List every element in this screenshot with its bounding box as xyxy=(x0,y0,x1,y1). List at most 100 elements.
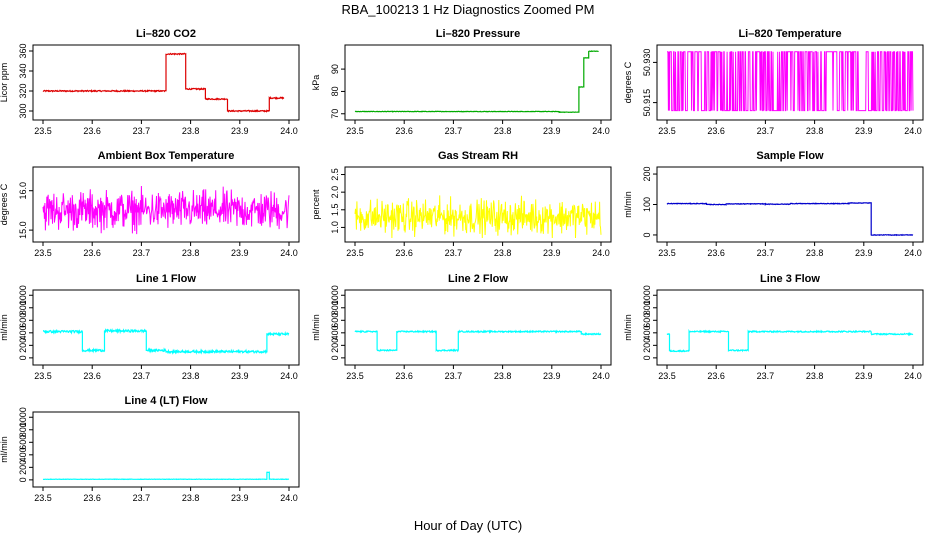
x-tick-label: 23.5 xyxy=(34,493,52,503)
panel-title: Sample Flow xyxy=(756,150,824,162)
y-axis-label: Licor ppm xyxy=(0,63,9,103)
panel-frame xyxy=(32,166,300,243)
series-line xyxy=(666,328,914,353)
x-tick-label: 23.8 xyxy=(182,371,200,381)
x-tick-label: 23.9 xyxy=(543,126,561,136)
x-tick-label: 24.0 xyxy=(280,493,298,503)
x-tick-label: 23.7 xyxy=(133,126,151,136)
y-axis-label: ml/min xyxy=(0,436,9,463)
y-tick-label: 16.0 xyxy=(18,182,28,200)
x-tick-label: 23.5 xyxy=(34,126,52,136)
y-tick-label: 1000 xyxy=(18,285,28,305)
x-tick-label: 23.6 xyxy=(83,493,101,503)
y-tick-label: 600 xyxy=(18,435,28,450)
panel-title: Line 1 Flow xyxy=(136,273,196,285)
y-tick-label: 15.0 xyxy=(18,221,28,239)
x-tick-label: 23.9 xyxy=(855,126,873,136)
y-tick-label: 90 xyxy=(330,64,340,74)
y-tick-label: 360 xyxy=(18,43,28,58)
y-tick-label: 600 xyxy=(642,313,652,328)
y-tick-label: 1000 xyxy=(18,407,28,427)
y-tick-label: 50.915 xyxy=(642,89,652,117)
panel-0: Li–820 CO2 Licor ppm 23.5 23.6 23.7 23.8 23.9 2… xyxy=(0,28,300,136)
x-tick-label: 23.6 xyxy=(395,248,413,258)
x-tick-label: 24.0 xyxy=(904,248,922,258)
panel-title: Line 4 (LT) Flow xyxy=(125,395,208,407)
y-tick-label: 400 xyxy=(18,325,28,340)
panel-4: Gas Stream RH percent 23.5 23.6 23.7 23.8 23.9… xyxy=(311,150,612,258)
x-tick-label: 23.5 xyxy=(34,371,52,381)
y-tick-label: 0 xyxy=(330,355,340,360)
series-line xyxy=(667,51,914,112)
x-tick-label: 23.7 xyxy=(757,371,775,381)
x-tick-label: 24.0 xyxy=(280,371,298,381)
panel-title: Line 2 Flow xyxy=(448,273,508,285)
y-tick-label: 100 xyxy=(642,197,652,212)
y-tick-label: 800 xyxy=(18,422,28,437)
y-tick-label: 70 xyxy=(330,109,340,119)
x-tick-label: 23.7 xyxy=(445,248,463,258)
y-tick-label: 0 xyxy=(18,355,28,360)
y-tick-label: 800 xyxy=(330,300,340,315)
x-axis-label: Hour of Day (UTC) xyxy=(413,518,523,533)
y-tick-label: 400 xyxy=(18,447,28,462)
x-tick-label: 23.7 xyxy=(133,248,151,258)
series-line xyxy=(42,52,285,113)
y-axis-label: ml/min xyxy=(623,191,633,218)
series-line xyxy=(354,195,602,239)
y-tick-label: 1000 xyxy=(330,285,340,305)
x-tick-label: 23.9 xyxy=(543,248,561,258)
y-axis-label: degrees C xyxy=(623,61,633,103)
x-tick-label: 23.7 xyxy=(757,248,775,258)
panel-2: Li–820 Temperature degrees C 23.5 23.6 23.7 2… xyxy=(623,28,924,136)
y-axis-label: ml/min xyxy=(311,314,321,341)
panel-6: Line 1 Flow ml/min 23.5 23.6 23.7 23.8 23.9 24.… xyxy=(0,273,300,381)
x-tick-label: 23.6 xyxy=(83,248,101,258)
panel-frame xyxy=(656,44,924,121)
y-tick-label: 600 xyxy=(330,313,340,328)
y-axis-label: kPa xyxy=(311,75,321,91)
y-axis-label: ml/min xyxy=(623,314,633,341)
x-tick-label: 23.6 xyxy=(707,371,725,381)
panel-frame xyxy=(344,166,612,243)
panel-9: Line 4 (LT) Flow ml/min 23.5 23.6 23.7 23.8 23… xyxy=(0,395,300,503)
y-axis-label: ml/min xyxy=(0,314,9,341)
x-tick-label: 23.5 xyxy=(658,126,676,136)
y-tick-label: 200 xyxy=(18,338,28,353)
x-tick-label: 23.7 xyxy=(757,126,775,136)
x-tick-label: 23.5 xyxy=(658,248,676,258)
panel-8: Line 3 Flow ml/min 23.5 23.6 23.7 23.8 23.9 24.… xyxy=(623,273,924,381)
y-tick-label: 340 xyxy=(18,63,28,78)
y-axis-label: degrees C xyxy=(0,183,9,225)
y-tick-label: 300 xyxy=(18,103,28,118)
x-tick-label: 24.0 xyxy=(592,126,610,136)
panel-title: Li–820 Temperature xyxy=(738,28,841,40)
y-tick-label: 200 xyxy=(330,338,340,353)
y-tick-label: 1.0 xyxy=(330,221,340,234)
x-tick-label: 23.5 xyxy=(346,126,364,136)
y-tick-label: 200 xyxy=(642,338,652,353)
y-tick-label: 320 xyxy=(18,83,28,98)
panel-title: Ambient Box Temperature xyxy=(98,150,235,162)
x-tick-label: 24.0 xyxy=(904,371,922,381)
x-tick-label: 23.6 xyxy=(395,126,413,136)
x-tick-label: 24.0 xyxy=(592,248,610,258)
y-axis-label: percent xyxy=(311,189,321,220)
y-tick-label: 0 xyxy=(18,477,28,482)
series-line xyxy=(42,471,290,481)
x-tick-label: 23.6 xyxy=(83,126,101,136)
panel-frame xyxy=(32,411,300,488)
y-tick-label: 200 xyxy=(642,167,652,182)
y-tick-label: 800 xyxy=(642,300,652,315)
y-tick-label: 400 xyxy=(642,325,652,340)
series-line xyxy=(354,329,602,353)
panel-frame xyxy=(32,44,300,121)
y-tick-label: 600 xyxy=(18,313,28,328)
panel-title: Li–820 CO2 xyxy=(136,28,196,40)
x-tick-label: 23.7 xyxy=(445,371,463,381)
panel-7: Line 2 Flow ml/min 23.5 23.6 23.7 23.8 23.9 24.… xyxy=(311,273,612,381)
x-tick-label: 23.9 xyxy=(231,493,249,503)
x-tick-label: 24.0 xyxy=(592,371,610,381)
x-tick-label: 23.8 xyxy=(182,248,200,258)
